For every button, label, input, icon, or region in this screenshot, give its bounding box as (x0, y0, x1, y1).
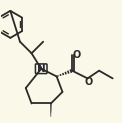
Text: N: N (37, 64, 46, 74)
Text: O: O (84, 77, 93, 87)
FancyBboxPatch shape (35, 64, 47, 74)
Text: O: O (73, 50, 81, 60)
Polygon shape (50, 103, 51, 117)
